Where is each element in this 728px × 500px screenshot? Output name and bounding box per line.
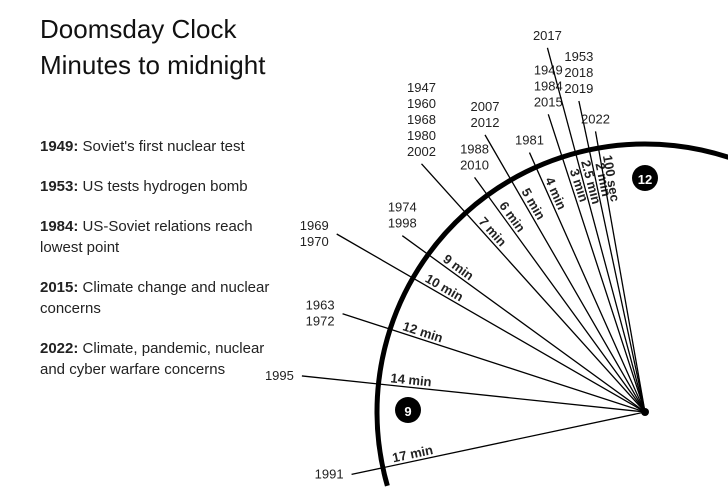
dial-marker	[632, 165, 658, 191]
year-label: 1995	[265, 368, 294, 383]
year-label: 2002	[407, 144, 436, 159]
dial-label: 12	[638, 172, 652, 187]
value-label: 4 min	[542, 175, 570, 212]
annotation-label: 1953:	[40, 178, 79, 195]
minute-line	[336, 233, 646, 413]
minute-line	[547, 114, 646, 413]
value-label: 2 min	[592, 161, 614, 197]
year-label: 1969	[300, 218, 329, 233]
year-label: 2007	[471, 99, 500, 114]
year-label: 1998	[388, 216, 417, 231]
minute-line	[474, 177, 646, 413]
minute-line	[301, 375, 646, 413]
annotation-text: Soviet's first nuclear test	[82, 138, 245, 155]
year-label: 1981	[515, 133, 544, 148]
annotation: 1949: Soviet's first nuclear test	[40, 136, 285, 157]
annotation-label: 1984:	[40, 218, 79, 235]
year-label: 1968	[407, 112, 436, 127]
minute-line	[342, 313, 646, 413]
minute-line	[578, 100, 646, 413]
dial-label: 9	[404, 404, 411, 419]
annotation-label: 1949:	[40, 138, 79, 155]
clock-center	[641, 408, 649, 416]
year-label: 1953	[564, 49, 593, 64]
year-label: 1972	[306, 314, 335, 329]
year-label: 1974	[388, 200, 417, 215]
annotation-text: US tests hydrogen bomb	[82, 178, 248, 195]
annotation: 1984: US-Soviet relations reach lowest p…	[40, 216, 285, 258]
annotations: 1949: Soviet's first nuclear test 1953: U…	[40, 136, 285, 399]
annotation-label: 2015:	[40, 279, 79, 296]
year-label: 2022	[581, 111, 610, 126]
year-label: 1963	[306, 298, 335, 313]
year-label: 1949	[534, 62, 563, 77]
year-label: 1970	[300, 234, 329, 249]
year-label: 2017	[533, 28, 562, 43]
chart-title: Doomsday Clock	[40, 14, 237, 44]
value-label: 9 min	[440, 251, 476, 283]
minute-line	[594, 131, 646, 413]
minute-line	[351, 411, 646, 476]
annotation: 1953: US tests hydrogen bomb	[40, 176, 285, 197]
minute-line	[546, 47, 646, 413]
year-label: 1991	[315, 466, 344, 481]
year-label: 1947	[407, 80, 436, 95]
value-label: 12 min	[401, 318, 445, 345]
year-label: 1980	[407, 128, 436, 143]
annotation-text: US-Soviet relations reach lowest point	[40, 218, 253, 256]
chart-subtitle: Minutes to midnight	[40, 50, 266, 80]
year-label: 2019	[564, 81, 593, 96]
annotation-text: Climate change and nuclear concerns	[40, 279, 270, 317]
year-label: 2018	[564, 65, 593, 80]
minute-line	[401, 235, 646, 413]
minute-line	[484, 134, 646, 413]
year-label: 2012	[471, 115, 500, 130]
year-label: 2015	[534, 94, 563, 109]
annotation-text: Climate, pandemic, nuclear and cyber war…	[40, 340, 265, 378]
dial-marker	[395, 397, 421, 423]
year-label: 2010	[460, 157, 489, 172]
value-label: 5 min	[519, 185, 549, 222]
year-label: 1960	[407, 96, 436, 111]
value-label: 14 min	[390, 370, 433, 389]
annotation: 2015: Climate change and nuclear concern…	[40, 277, 285, 319]
annotation-label: 2022:	[40, 340, 79, 357]
minute-line	[528, 152, 646, 413]
annotation: 2022: Climate, pandemic, nuclear and cyb…	[40, 338, 285, 380]
year-label: 1984	[534, 78, 563, 93]
year-label: 1988	[460, 141, 489, 156]
minute-line	[421, 163, 646, 413]
